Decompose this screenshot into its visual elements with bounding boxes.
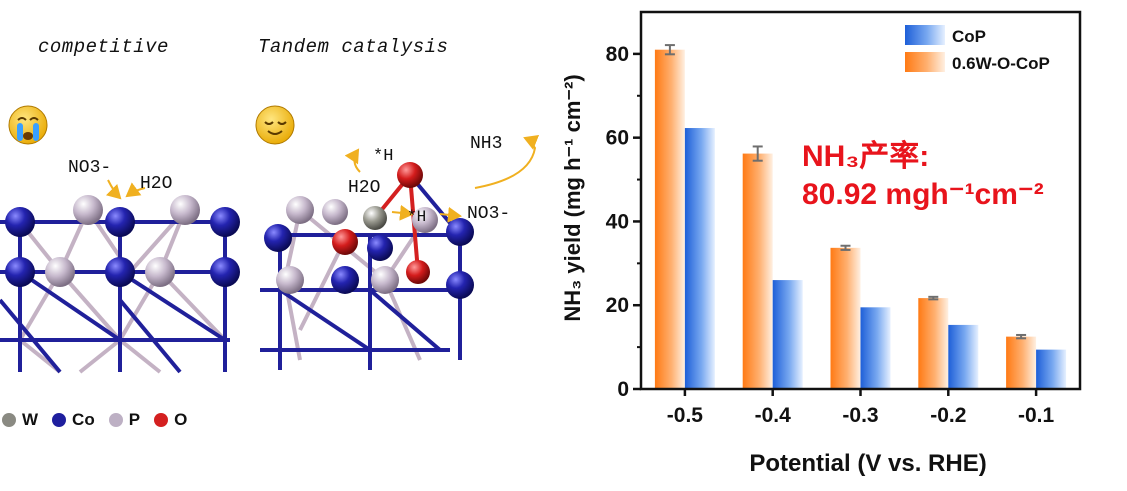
bar-cop-2 bbox=[860, 307, 891, 389]
tandem-title: Tandem catalysis bbox=[258, 36, 449, 58]
p-atom-icon bbox=[108, 413, 123, 427]
bar-w-o-cop-4 bbox=[1006, 336, 1037, 389]
h-top-label: *H bbox=[373, 147, 393, 166]
y-tick-label-0: 0 bbox=[617, 378, 629, 401]
error-bar-2 bbox=[840, 244, 851, 251]
atom-legend-w: W bbox=[22, 410, 39, 429]
bar-cop-1 bbox=[772, 280, 803, 389]
atom-legend-p: P bbox=[128, 410, 141, 429]
x-tick-label-3: -0.2 bbox=[930, 404, 966, 427]
right-lattice bbox=[260, 173, 470, 370]
bar-cop-4 bbox=[1036, 349, 1067, 389]
h-mid-label: *H bbox=[407, 208, 426, 226]
legend-label-wocop: 0.6W-O-CoP bbox=[952, 54, 1050, 73]
bar-w-o-cop-2 bbox=[830, 247, 861, 389]
bars-layer bbox=[654, 44, 1067, 389]
legend-swatch-cop bbox=[905, 25, 945, 45]
atom-legend-o: O bbox=[174, 410, 188, 429]
x-tick-label-2: -0.3 bbox=[842, 404, 878, 427]
atom-legend-co: Co bbox=[72, 410, 95, 429]
error-bar-0 bbox=[664, 44, 675, 56]
right-atoms bbox=[264, 162, 474, 299]
o-atom-icon bbox=[154, 413, 169, 427]
y-tick-label-3: 60 bbox=[606, 127, 629, 150]
right-arrows bbox=[344, 135, 540, 223]
x-tick-label-4: -0.1 bbox=[1018, 404, 1055, 427]
plot-frame bbox=[639, 10, 1082, 391]
bar-cop-3 bbox=[948, 324, 979, 389]
legend-label-cop: CoP bbox=[952, 27, 986, 46]
error-bar-3 bbox=[928, 295, 939, 301]
y-axis-label: NH₃ yield (mg h⁻¹ cm⁻²) bbox=[560, 74, 585, 321]
co-atom-icon bbox=[52, 413, 67, 427]
nh3-label: NH3 bbox=[470, 134, 502, 154]
y-tick-label-2: 40 bbox=[606, 210, 629, 233]
w-atom-icon bbox=[2, 413, 16, 427]
bar-w-o-cop-0 bbox=[654, 49, 685, 389]
annotation-line-2: 80.92 mgh⁻¹cm⁻² bbox=[802, 178, 1044, 211]
crying-emoji-icon bbox=[8, 105, 48, 145]
h2o-right-label: H2O bbox=[348, 178, 380, 198]
legend-swatch-wocop bbox=[905, 52, 945, 72]
annotation-line-1: NH₃产率: bbox=[802, 140, 929, 173]
left-atoms bbox=[5, 195, 240, 287]
bar-w-o-cop-1 bbox=[742, 153, 773, 389]
nh3-yield-chart: -0.5 -0.4 -0.3 -0.2 -0.1 0 20 40 60 80 NH₃ yield … bbox=[560, 10, 1082, 477]
x-tick-label-1: -0.4 bbox=[755, 404, 792, 427]
y-tick-label-4: 80 bbox=[606, 43, 629, 66]
left-arrows bbox=[105, 179, 146, 200]
y-tick-label-1: 20 bbox=[606, 294, 629, 317]
h2o-left-label: H2O bbox=[140, 174, 172, 194]
x-axis-label: Potential (V vs. RHE) bbox=[749, 450, 986, 477]
error-bar-4 bbox=[1016, 333, 1027, 340]
competitive-title: competitive bbox=[38, 36, 169, 58]
bar-w-o-cop-3 bbox=[918, 298, 949, 389]
smiling-emoji-icon bbox=[255, 105, 295, 145]
no3-left-label: NO3- bbox=[68, 158, 111, 178]
axes-layer: -0.5 -0.4 -0.3 -0.2 -0.1 0 20 40 60 80 bbox=[606, 10, 1082, 427]
catalysis-schematic: NO3- H2O bbox=[0, 105, 540, 374]
no3-right-label: NO3- bbox=[467, 204, 510, 224]
error-bar-1 bbox=[752, 145, 763, 162]
atom-legend: W Co P O bbox=[2, 410, 187, 430]
bar-cop-0 bbox=[684, 128, 715, 389]
x-tick-label-0: -0.5 bbox=[667, 404, 704, 427]
